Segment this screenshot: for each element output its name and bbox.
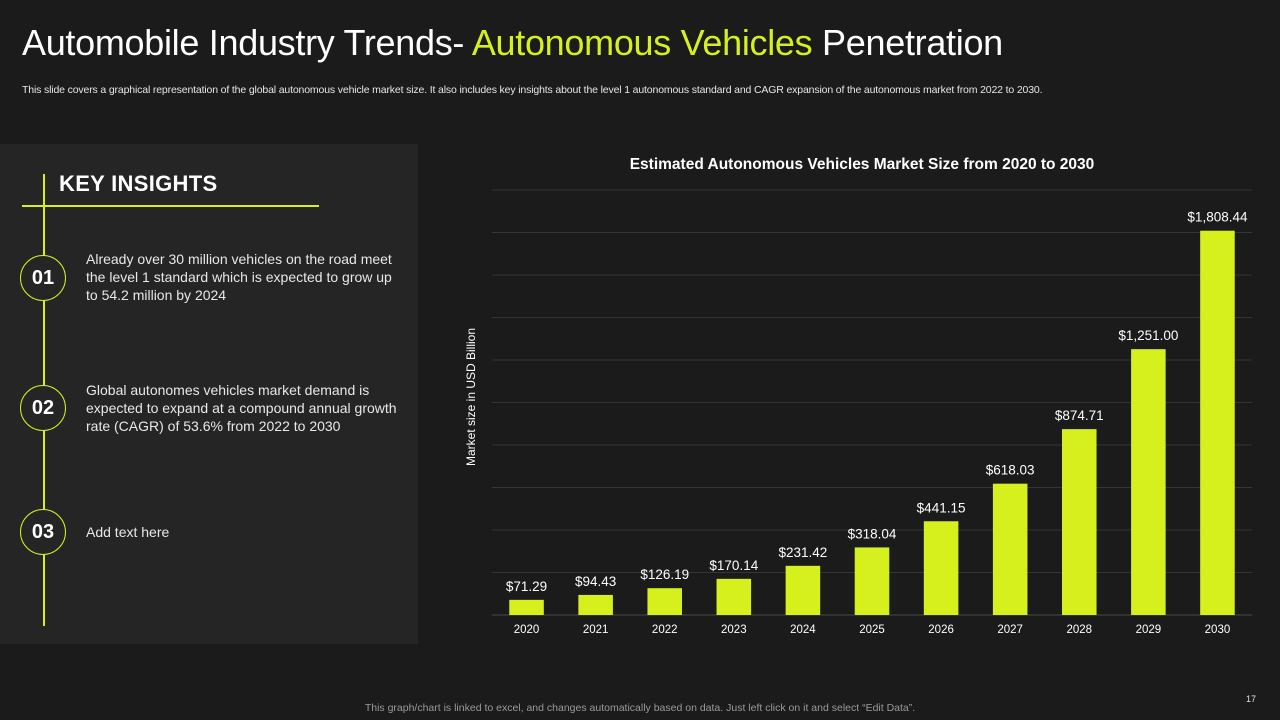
market-size-bar-chart: $71.29 2020 $94.43 2021 $126.19 2022 $170.14 20… — [464, 189, 1252, 636]
x-tick-label: 2028 — [1066, 624, 1092, 636]
bar — [509, 599, 544, 615]
bar — [647, 588, 682, 615]
data-label: $318.04 — [848, 526, 897, 541]
title-prefix: Automobile Industry Trends- — [22, 22, 472, 63]
bar — [785, 565, 821, 615]
key-insights-heading: KEY INSIGHTS — [59, 171, 218, 196]
title-suffix: Penetration — [812, 22, 1003, 63]
bar — [578, 594, 613, 615]
x-tick-label: 2023 — [721, 624, 747, 636]
insight-number-badge: 02 — [20, 385, 66, 431]
insight-text: Already over 30 million vehicles on the … — [86, 251, 392, 303]
bar — [923, 521, 959, 615]
y-axis-label: Market size in USD Billion — [464, 328, 478, 466]
heading-underline — [22, 205, 319, 207]
insight-number-badge: 01 — [20, 255, 66, 301]
x-tick-label: 2021 — [583, 624, 609, 636]
bar — [716, 578, 752, 615]
x-tick-label: 2029 — [1136, 624, 1162, 636]
data-label: $874.71 — [1055, 408, 1104, 423]
key-insights-panel: KEY INSIGHTS 01 Already over 30 million … — [0, 144, 418, 644]
data-label: $618.03 — [986, 463, 1035, 478]
x-tick-label: 2026 — [928, 624, 954, 636]
data-label: $71.29 — [506, 579, 547, 594]
insight-text: Add text here — [86, 524, 170, 540]
title-highlight: Autonomous Vehicles — [471, 22, 813, 63]
data-label: $1,251.00 — [1118, 328, 1178, 343]
bar — [1131, 349, 1166, 615]
bar — [992, 483, 1028, 615]
data-label: $94.43 — [575, 574, 616, 589]
bar — [1200, 230, 1235, 616]
bar — [854, 547, 890, 615]
page-number: 17 — [1246, 694, 1257, 704]
insight-text: Global autonomes vehicles market demand … — [86, 382, 397, 434]
insight-number-badge: 03 — [20, 509, 66, 555]
data-label: $1,808.44 — [1187, 210, 1248, 225]
x-tick-label: 2020 — [514, 624, 540, 636]
bar — [1062, 429, 1097, 615]
x-tick-label: 2030 — [1205, 624, 1231, 636]
data-label: $170.14 — [709, 558, 758, 573]
footer-note: This graph/chart is linked to excel, and… — [364, 702, 916, 714]
x-tick-label: 2025 — [859, 624, 885, 636]
data-label: $231.42 — [779, 545, 828, 560]
x-tick-label: 2027 — [997, 624, 1023, 636]
page-title: Automobile Industry Trends- Autonomous V… — [22, 22, 1003, 64]
slide-description: This slide covers a graphical representa… — [22, 84, 1043, 96]
chart-title: Estimated Autonomous Vehicles Market Siz… — [629, 156, 1095, 173]
data-label: $441.15 — [917, 500, 966, 515]
x-tick-label: 2022 — [652, 624, 678, 636]
data-label: $126.19 — [640, 567, 689, 582]
x-tick-label: 2024 — [790, 624, 816, 636]
